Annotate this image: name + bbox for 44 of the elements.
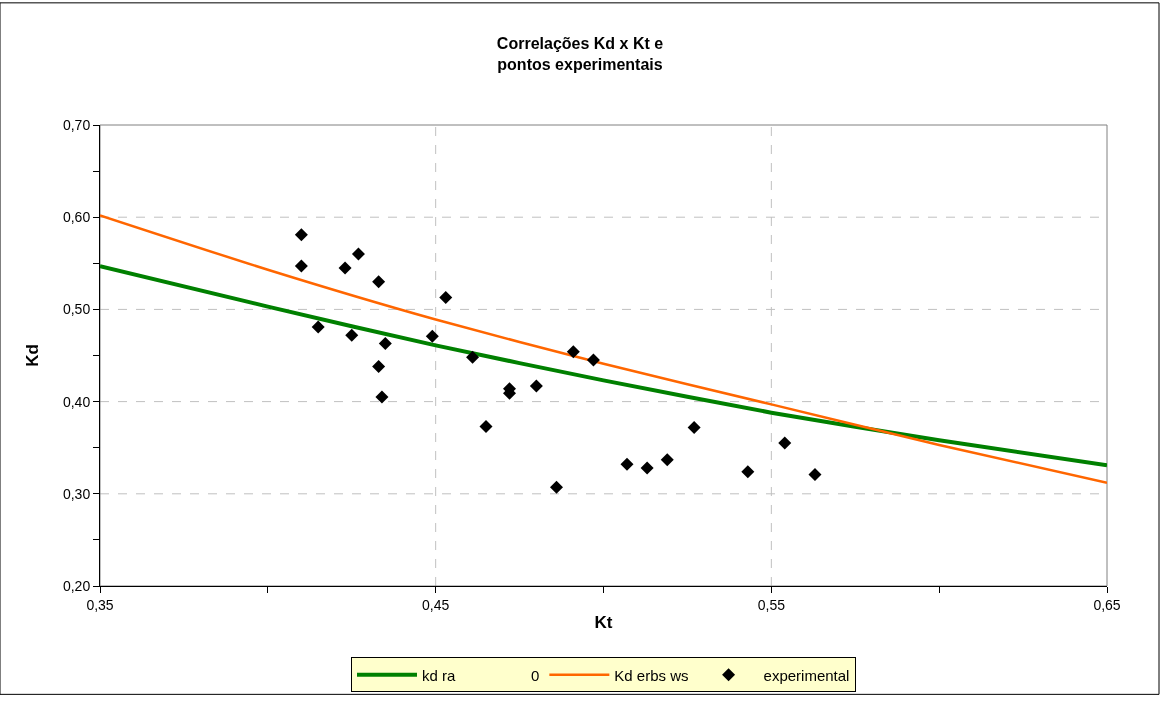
x-tick-label: 0,35 [86,596,114,613]
y-axis-title: Kd [22,344,42,367]
y-tick-label: 0,30 [62,485,91,502]
point [741,465,755,479]
x-tick-label: 0,65 [1093,596,1121,613]
y-tick-label: 0,70 [62,116,91,133]
point [345,328,359,342]
point [338,261,352,275]
point [351,247,365,261]
legend-label: Kd erbs ws [614,666,689,684]
point [566,345,580,359]
text: 0 [531,666,540,684]
point [294,259,308,273]
point [550,480,564,494]
point [466,350,480,364]
point [640,461,654,475]
point [425,329,439,343]
point [372,275,386,289]
y-tick-label: 0,60 [62,209,91,226]
point [294,228,308,242]
point [479,419,493,433]
point [372,360,386,374]
point [586,353,600,367]
point [620,457,634,471]
point [439,290,453,304]
line-series [100,214,1107,484]
legend-label: experimental [763,666,850,684]
point [311,320,325,334]
legend-label: kd ra [422,666,456,684]
point [529,379,543,393]
y-tick-label: 0,50 [62,301,91,318]
y-tick-label: 0,20 [62,577,91,594]
point [378,337,392,351]
x-tick-label: 0,55 [757,596,786,613]
point [660,453,674,467]
point [375,390,389,404]
line-series [100,264,1107,468]
point [808,467,822,481]
y-tick-label: 0,40 [62,393,91,410]
x-tick-label: 0,45 [422,596,450,613]
x-axis-title: Kt [594,613,613,633]
chart-title: Correlações Kd x Kt e pontos experimentais [496,35,664,74]
point [687,420,701,434]
point [778,436,792,450]
